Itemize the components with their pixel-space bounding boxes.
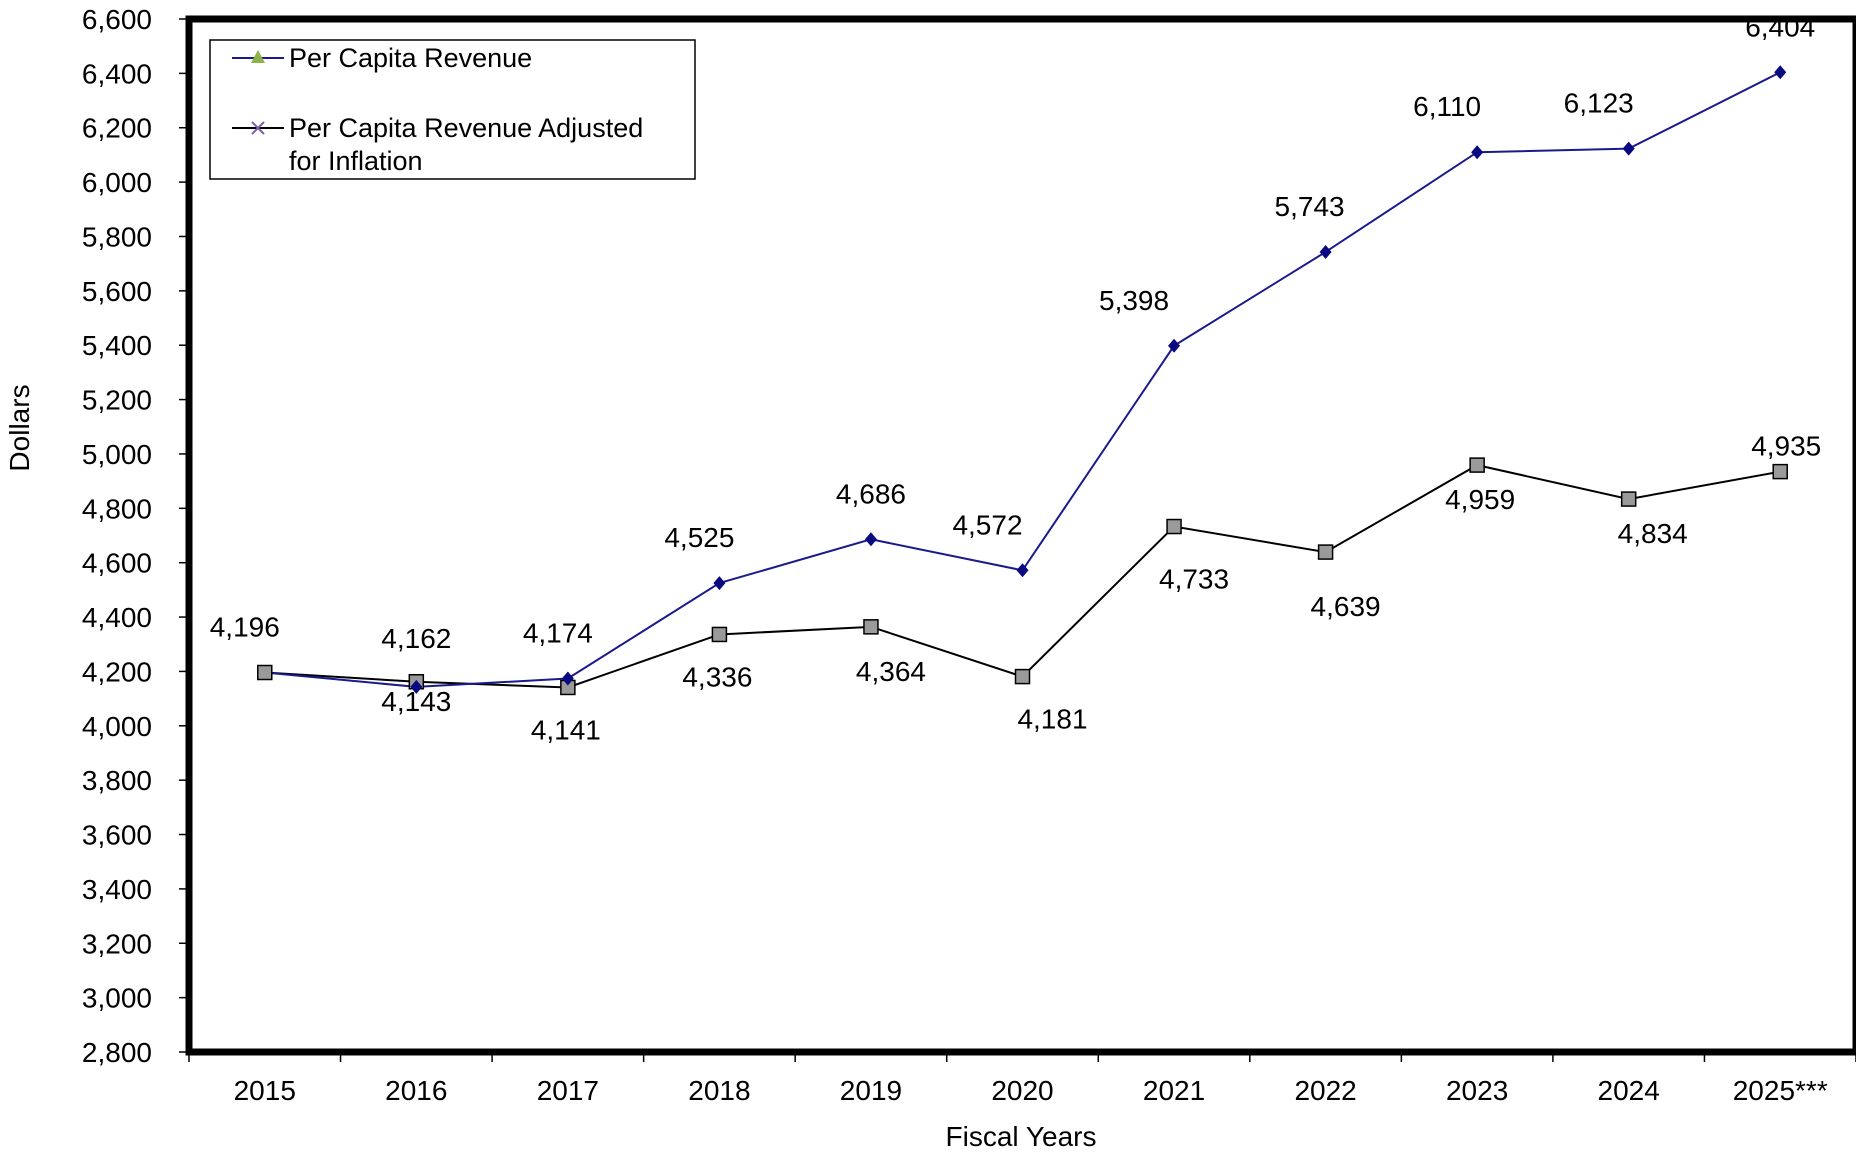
data-point-per-capita bbox=[1168, 338, 1181, 353]
y-tick-label: 4,600 bbox=[82, 548, 152, 579]
legend-x-marker-icon bbox=[251, 121, 265, 135]
data-point-per-capita bbox=[1319, 244, 1332, 259]
x-tick-label: 2019 bbox=[840, 1075, 902, 1106]
legend-label-adjusted-line1: Per Capita Revenue Adjusted bbox=[289, 113, 643, 143]
data-label-per-capita: 4,143 bbox=[381, 686, 451, 717]
y-tick-label: 6,000 bbox=[82, 167, 152, 198]
x-tick-label: 2020 bbox=[991, 1075, 1053, 1106]
y-tick-label: 5,400 bbox=[82, 330, 152, 361]
data-point-per-capita bbox=[1471, 145, 1484, 160]
data-label-per-capita: 6,123 bbox=[1564, 88, 1634, 119]
data-label-per-capita: 4,686 bbox=[836, 478, 906, 509]
legend: Per Capita Revenue Per Capita Revenue Ad… bbox=[209, 39, 696, 180]
data-label-adjusted: 4,141 bbox=[531, 714, 601, 745]
x-tick-label: 2018 bbox=[688, 1075, 750, 1106]
y-tick-label: 6,600 bbox=[82, 4, 152, 35]
data-label-adjusted: 4,181 bbox=[1017, 704, 1087, 735]
y-axis-title: Dollars bbox=[4, 384, 35, 471]
data-point-per-capita bbox=[561, 671, 574, 686]
x-tick-label: 2022 bbox=[1294, 1075, 1356, 1106]
y-tick-label: 5,800 bbox=[82, 221, 152, 252]
data-point-adjusted bbox=[1317, 544, 1334, 560]
data-label-adjusted: 4,733 bbox=[1159, 564, 1229, 595]
y-tick-label: 4,200 bbox=[82, 656, 152, 687]
y-tick-label: 3,600 bbox=[82, 820, 152, 851]
y-tick-label: 2,800 bbox=[82, 1037, 152, 1068]
y-tick-label: 5,000 bbox=[82, 439, 152, 470]
y-tick-label: 4,800 bbox=[82, 493, 152, 524]
data-label-per-capita: 4,174 bbox=[523, 617, 593, 648]
data-label-adjusted: 4,639 bbox=[1311, 591, 1381, 622]
x-tick-label: 2016 bbox=[385, 1075, 447, 1106]
data-point-per-capita bbox=[713, 576, 726, 591]
data-point-adjusted bbox=[1772, 463, 1788, 480]
y-tick-label: 3,000 bbox=[82, 983, 152, 1014]
data-point-adjusted bbox=[1166, 518, 1182, 535]
data-label-adjusted: 4,959 bbox=[1445, 484, 1515, 515]
y-tick-label: 3,200 bbox=[82, 928, 152, 959]
data-point-per-capita bbox=[1774, 65, 1787, 80]
x-tick-label: 2017 bbox=[537, 1075, 599, 1106]
data-label-per-capita: 6,110 bbox=[1413, 91, 1481, 122]
data-label-per-capita: 5,398 bbox=[1099, 285, 1169, 316]
series-markers bbox=[257, 65, 1788, 696]
data-label-per-capita: 6,404 bbox=[1745, 11, 1815, 42]
x-axis-title: Fiscal Years bbox=[946, 1121, 1097, 1152]
legend-label-adjusted-line2: for Inflation bbox=[289, 146, 423, 176]
y-tick-label: 6,400 bbox=[82, 58, 152, 89]
y-tick-label: 4,000 bbox=[82, 711, 152, 742]
legend-box bbox=[209, 39, 696, 180]
data-point-adjusted bbox=[1620, 491, 1637, 507]
y-tick-label: 4,400 bbox=[82, 602, 152, 633]
legend-triangle-marker-icon bbox=[251, 50, 265, 63]
x-tick-label: 2023 bbox=[1446, 1075, 1508, 1106]
data-label-per-capita: 4,525 bbox=[664, 522, 734, 553]
data-label-adjusted: 4,336 bbox=[682, 661, 752, 692]
y-tick-label: 5,600 bbox=[82, 276, 152, 307]
y-tick-label: 5,200 bbox=[82, 385, 152, 416]
plot-frame bbox=[185, 15, 1856, 1056]
x-tick-label: 2025*** bbox=[1733, 1075, 1828, 1106]
data-label-adjusted: 4,834 bbox=[1618, 518, 1688, 549]
y-tick-label: 3,400 bbox=[82, 874, 152, 905]
y-tick-label: 3,800 bbox=[82, 765, 152, 796]
x-tick-label: 2015 bbox=[234, 1075, 296, 1106]
data-point-per-capita bbox=[864, 532, 877, 547]
data-point-per-capita bbox=[410, 679, 423, 694]
data-point-adjusted bbox=[1014, 668, 1031, 685]
data-label-adjusted: 4,364 bbox=[856, 656, 926, 687]
data-point-per-capita bbox=[1622, 141, 1635, 156]
y-tick-label: 6,200 bbox=[82, 113, 152, 144]
data-point-adjusted bbox=[863, 619, 879, 635]
legend-label-per-capita: Per Capita Revenue bbox=[289, 43, 532, 73]
data-label-per-capita: 5,743 bbox=[1275, 191, 1345, 222]
data-label-per-capita: 4,572 bbox=[952, 509, 1022, 540]
data-point-per-capita bbox=[1016, 563, 1029, 578]
y-axis: 2,800 3,000 3,200 3,400 3,600 3,800 4,000 4,200… bbox=[82, 4, 189, 1068]
data-label-adjusted: 4,935 bbox=[1751, 431, 1821, 462]
x-tick-label: 2021 bbox=[1143, 1075, 1205, 1106]
data-point-adjusted bbox=[257, 664, 273, 681]
x-axis: 2015 2016 2017 2018 2019 2020 2021 2022 2023 2024… bbox=[188, 1052, 1856, 1106]
x-tick-label: 2024 bbox=[1598, 1075, 1660, 1106]
data-point-adjusted bbox=[1469, 457, 1485, 473]
data-label-per-capita: 4,196 bbox=[210, 612, 280, 643]
data-point-adjusted bbox=[711, 626, 728, 643]
data-labels: 4,196 4,143 4,174 4,525 4,686 4,572 5,398 5,743… bbox=[210, 11, 1822, 745]
data-label-adjusted: 4,162 bbox=[381, 623, 451, 654]
